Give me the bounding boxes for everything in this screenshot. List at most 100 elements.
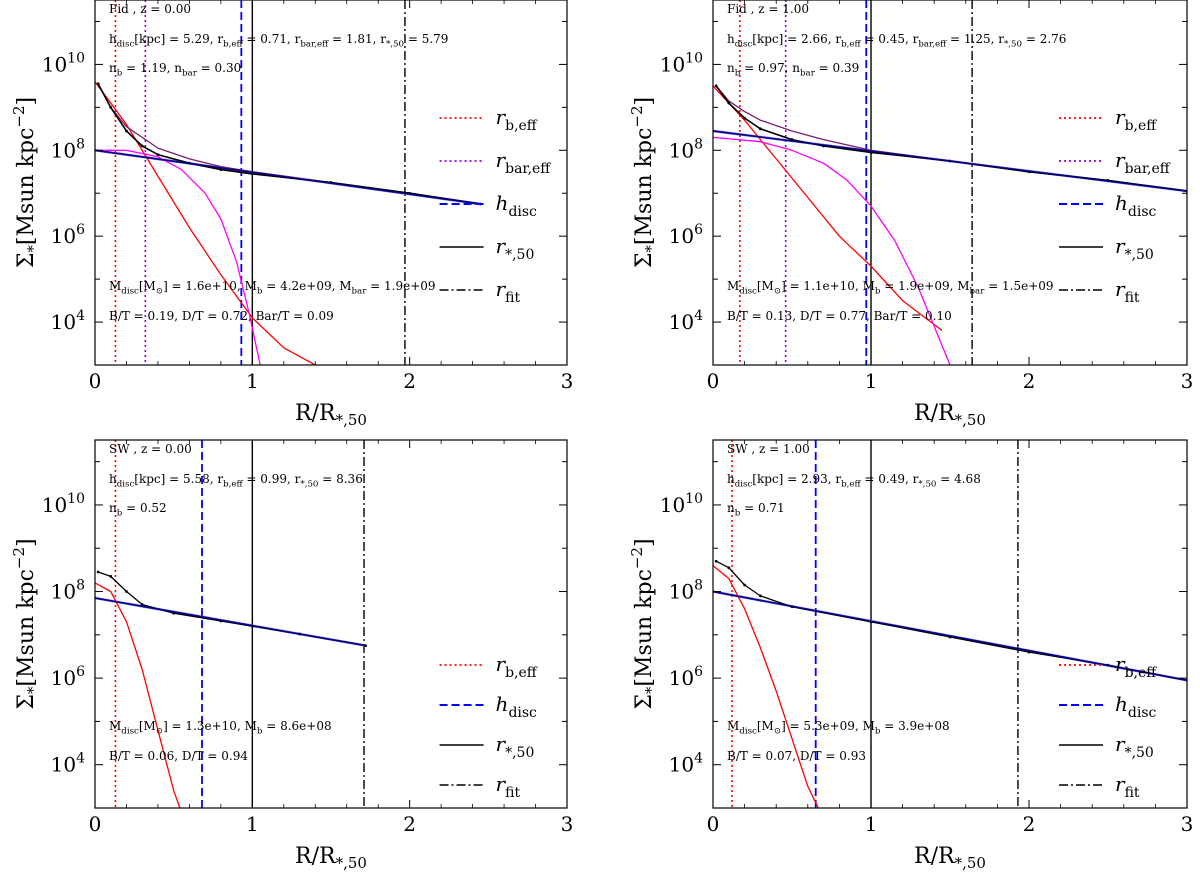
text-part: h [496,191,509,215]
text-part: = 0.45, [861,32,913,46]
subscript: fit [505,290,520,306]
x-tick-label: 0 [707,812,720,836]
legend-label: r*,50 [496,234,535,263]
subscript: bar [182,69,198,79]
x-tick-label: 0 [89,369,102,393]
text-part: r [496,277,507,301]
text-part: [kpc] = 2.93, [752,472,835,486]
x-axis-label: R/R*,50 [914,844,986,872]
text-part: M [762,279,774,293]
subscript: b,eff [223,40,243,50]
x-tick-label: 1 [865,812,878,836]
text-part: r [217,32,223,46]
subscript: disc [735,480,753,490]
text-part: r [1115,148,1126,172]
y-tick-label: 104 [51,308,85,334]
data-point [714,559,718,563]
text-part: h [1115,191,1128,215]
tick-exponent: 4 [76,751,85,767]
legend-label: r*,50 [496,732,535,761]
data-point [219,168,223,172]
tick-base: 10 [669,310,694,334]
data-point [743,583,746,587]
x-tick-label: 2 [403,369,416,393]
text-part: n [109,501,117,515]
tick-base: 10 [51,580,76,604]
subscript: b,eff [223,480,243,490]
legend-entry-h-disc: hdisc [439,692,537,721]
subscript: b,eff [841,480,861,490]
y-axis-label: Σ*[Msun kpc−2] [628,538,660,709]
text-part: r [295,472,301,486]
annotation: nb​ = 1.19, nbar​ = 0.30 [109,61,241,79]
subscript: ⊙ [156,727,163,737]
y-tick-label: 108 [51,578,85,604]
tick-base: 10 [51,224,76,248]
text-part: = 0.49, [861,472,913,486]
text-part: = 4.68 [936,472,980,486]
legend-entry-r-fit: rfit [1059,277,1140,306]
text-part: Σ [632,253,657,269]
text-part: = 5.79 [404,32,448,46]
subscript: b [117,69,123,79]
data-point [714,84,718,88]
tick-exponent: 6 [76,222,85,238]
text-part: [ [757,719,762,733]
annotation: Mdisc​[M⊙​] = 1.6e+10, Mb​ = 4.2e+09, Mb… [109,279,436,297]
y-tick-label: 1010 [660,50,703,76]
text-part: = 2.76 [1022,32,1066,46]
series-bulge [713,565,820,808]
data-point [759,127,762,131]
tick-exponent: 4 [694,308,703,324]
text-part: = 1.9e+09, [880,279,957,293]
subscript: *,50 [505,247,534,263]
text-part: [kpc] = 5.29, [134,32,217,46]
subscript: bar [800,69,816,79]
data-point [109,105,113,109]
text-part: M [727,279,739,293]
legend-label: hdisc [496,191,538,220]
subscript: *,50 [505,745,534,761]
tick-exponent: 10 [67,491,85,507]
subscript: *,50 [1125,247,1154,263]
tick-base: 10 [42,493,67,517]
subscript: b,eff [1125,665,1158,681]
text-part: r [1115,277,1126,301]
text-part: r [496,772,507,796]
subscript: bar,eff [918,40,947,50]
series-bulge [95,81,317,365]
text-part: = 0.97, [740,61,792,75]
text-part: h [727,472,735,486]
tick-base: 10 [669,580,694,604]
subscript: disc [1128,705,1157,721]
text-part: = 1.5e+09 [984,279,1053,293]
subscript: bar,eff [1125,161,1171,177]
x-tick-label: 1 [246,812,259,836]
x-tick-label: 1 [865,369,878,393]
annotation: B/T = 0.06, D/T = 0.94 [109,749,248,763]
text-part: B/T = 0.07, D/T = 0.93 [727,749,866,763]
text-part: M [957,279,969,293]
text-part: r [496,652,507,676]
subscript: *,50 [300,480,318,490]
legend-label: rfit [1115,277,1140,306]
text-part: ] [14,538,39,547]
subscript: *,50 [1125,745,1154,761]
subscript: bar,eff [300,40,329,50]
legend-entry-r-fit: rfit [439,277,520,306]
text-part: = 1.25, [946,32,998,46]
data-point [759,594,762,598]
tick-base: 10 [669,753,694,777]
subscript: b [875,287,881,297]
subscript: bar [352,287,368,297]
legend-entry-r-b-eff: rb,eff [439,652,538,681]
data-point [125,129,128,133]
axes-frame [94,439,568,809]
subscript: b,eff [505,665,538,681]
subscript: b,eff [505,118,538,134]
tick-exponent: 10 [67,50,85,66]
text-part: h [109,32,117,46]
series-data [715,85,1187,192]
